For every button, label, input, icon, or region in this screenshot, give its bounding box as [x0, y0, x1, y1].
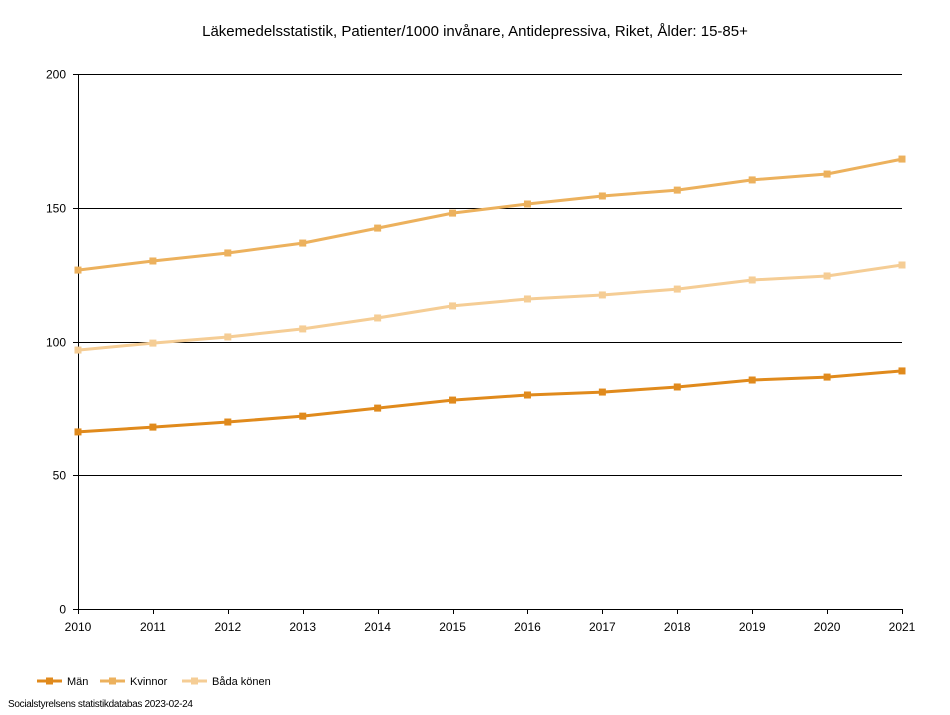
axes: 0 50 100 150 200 2010 2011 2012 2013 2014 2015 2016…: [46, 68, 916, 635]
x-tick-label: 2021: [889, 620, 916, 634]
x-tick-label: 2017: [589, 620, 616, 634]
data-point: [523, 391, 531, 399]
x-tick-label: 2010: [65, 620, 92, 634]
legend-label: Kvinnor: [130, 676, 168, 688]
data-point: [598, 388, 606, 396]
data-point: [224, 333, 232, 341]
data-point: [898, 261, 906, 269]
data-point: [673, 383, 681, 391]
legend-swatch-marker: [46, 677, 53, 685]
data-point: [673, 186, 681, 194]
data-point: [898, 367, 906, 375]
data-point: [299, 412, 307, 420]
x-tick-label: 2012: [214, 620, 241, 634]
legend: Män Kvinnor Båda könen: [37, 676, 271, 688]
series-line: [77, 263, 903, 352]
grid: [78, 74, 902, 476]
legend-label: Män: [67, 676, 88, 688]
data-point: [374, 314, 382, 322]
data-point: [598, 291, 606, 299]
data-point: [224, 418, 232, 426]
chart-title: Läkemedelsstatistik, Patienter/1000 invå…: [202, 23, 748, 40]
data-point: [673, 285, 681, 293]
legend-swatch-marker: [109, 677, 116, 685]
data-point: [523, 200, 531, 208]
source-footer: Socialstyrelsens statistikdatabas 2023-0…: [8, 699, 193, 710]
data-point: [748, 376, 756, 384]
data-point: [449, 302, 457, 310]
x-tick-label: 2013: [289, 620, 316, 634]
y-tick-label: 0: [59, 603, 66, 617]
y-tick-label: 200: [46, 68, 66, 82]
data-point: [449, 209, 457, 217]
y-tick-label: 50: [53, 469, 67, 483]
legend-swatch-marker: [191, 677, 198, 685]
data-point: [299, 239, 307, 247]
data-point: [598, 192, 606, 200]
x-tick-label: 2016: [514, 620, 541, 634]
legend-item: Båda könen: [182, 676, 271, 688]
data-point: [748, 176, 756, 184]
data-point: [449, 396, 457, 404]
legend-item: Kvinnor: [100, 676, 168, 688]
legend-label: Båda könen: [212, 676, 271, 688]
y-tick-label: 100: [46, 336, 66, 350]
x-tick-label: 2020: [814, 620, 841, 634]
data-point: [374, 224, 382, 232]
series-group: [74, 155, 906, 436]
x-tick-label: 2015: [439, 620, 466, 634]
series-line: [77, 157, 903, 272]
data-point: [149, 339, 157, 347]
data-point: [149, 257, 157, 265]
x-tick-label: 2011: [140, 620, 166, 634]
data-point: [748, 276, 756, 284]
data-point: [149, 423, 157, 431]
series-2: [74, 261, 906, 354]
data-point: [374, 404, 382, 412]
x-tick-label: 2014: [364, 620, 391, 634]
data-point: [523, 295, 531, 303]
data-point: [74, 266, 82, 274]
series-line: [77, 369, 903, 434]
data-point: [74, 428, 82, 436]
data-point: [823, 170, 831, 178]
data-point: [823, 373, 831, 381]
x-tick-label: 2019: [739, 620, 766, 634]
y-tick-label: 150: [46, 202, 66, 216]
legend-item: Män: [37, 676, 88, 688]
data-point: [299, 325, 307, 333]
data-point: [74, 346, 82, 354]
x-tick-label: 2018: [664, 620, 691, 634]
data-point: [898, 155, 906, 163]
series-0: [74, 367, 906, 436]
data-point: [224, 249, 232, 257]
data-point: [823, 272, 831, 280]
series-1: [74, 155, 906, 274]
